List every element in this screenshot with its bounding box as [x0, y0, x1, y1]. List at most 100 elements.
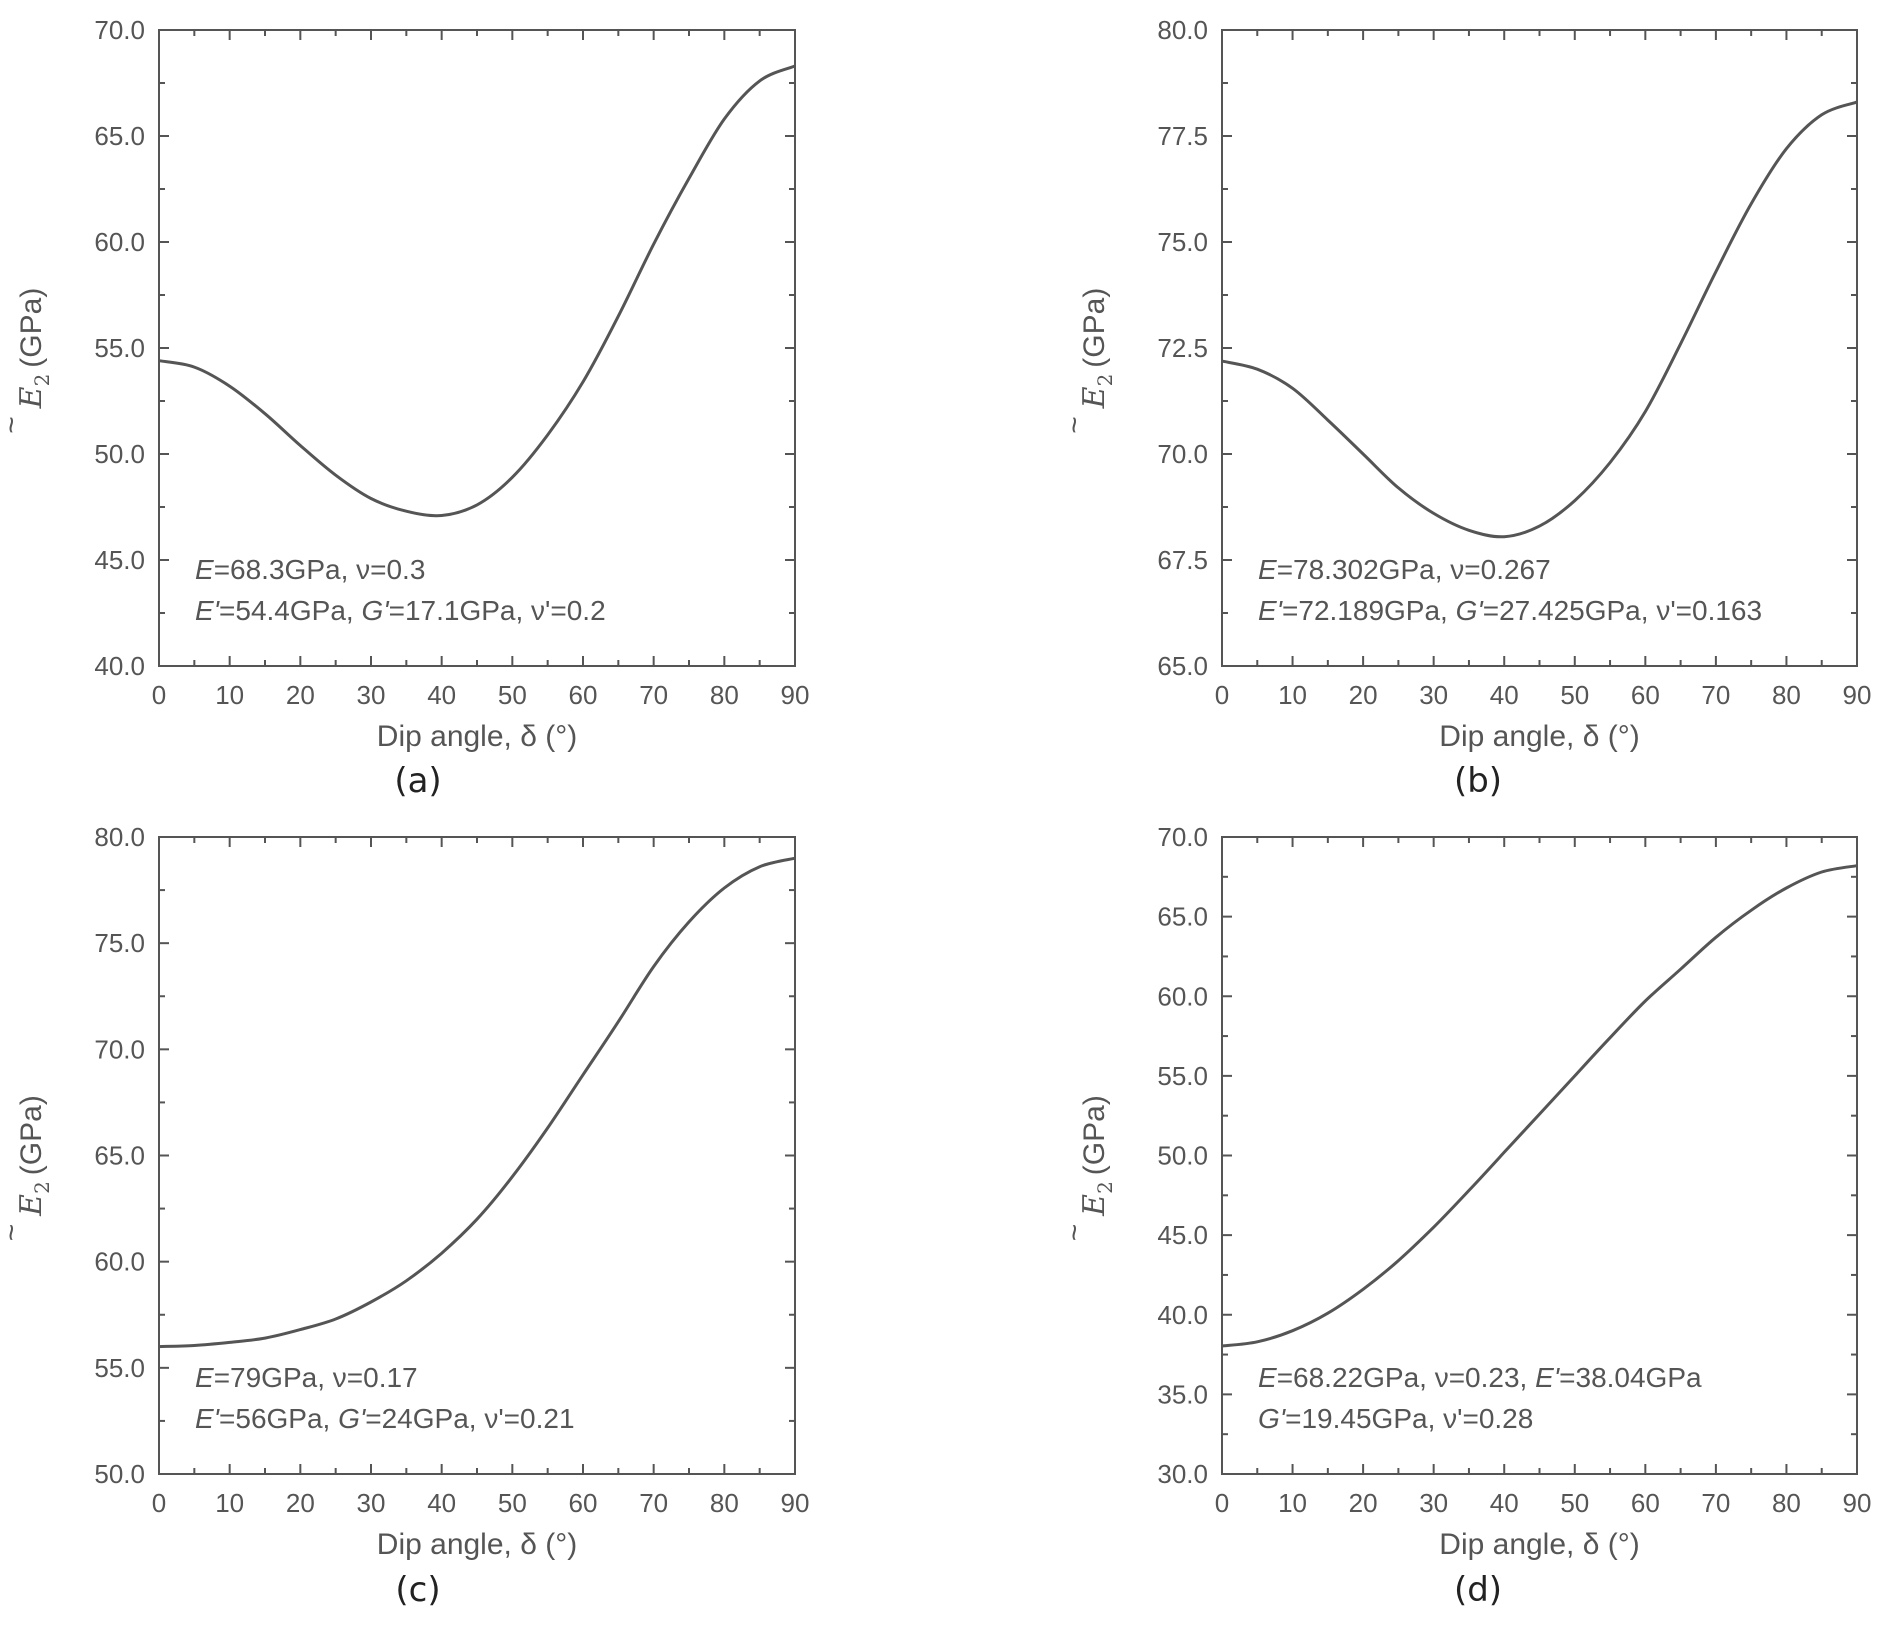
y-tick-label-d: 35.0: [1157, 1379, 1208, 1409]
y-tick-label-d: 65.0: [1157, 902, 1208, 932]
annotation-line-c: E'=56GPa, G'=24GPa, ν'=0.21: [195, 1403, 575, 1434]
y-axis-unit-c: (GPa): [15, 1095, 48, 1175]
x-tick-label-a: 0: [152, 680, 166, 710]
series-line-c: [158, 856, 796, 1349]
chart-c: 0 10 20 30 40 50 60 70 80 90 50.0 55.0 60.0 65.0 70.0 7…: [0, 822, 809, 1610]
y-tick-label-c: 70.0: [94, 1034, 145, 1064]
annotation-text: =54.4GPa,: [219, 595, 361, 626]
y-axis-tilde-a: ~: [0, 416, 28, 434]
x-tick-label-c: 90: [781, 1488, 810, 1518]
x-tick-label-a: 80: [710, 680, 739, 710]
y-tick-label-c: 75.0: [94, 928, 145, 958]
annotation-line-a: E'=54.4GPa, G'=17.1GPa, ν'=0.2: [195, 595, 606, 626]
x-tick-label-c: 30: [357, 1488, 386, 1518]
y-tick-label-d: 40.0: [1157, 1300, 1208, 1330]
annotation-line-c: E=79GPa, ν=0.17: [195, 1362, 418, 1393]
annotation-symbol: G': [1456, 595, 1485, 626]
y-axis-subscript-c: 2: [30, 1181, 54, 1194]
annotation-symbol: G': [1258, 1403, 1287, 1434]
x-tick-label-a: 60: [569, 680, 598, 710]
x-tick-label-b: 30: [1419, 680, 1448, 710]
series-line-b: [1221, 100, 1858, 539]
y-axis-tilde-b: ~: [1058, 416, 1091, 434]
y-tick-label-b: 70.0: [1157, 439, 1208, 469]
annotation-text: =72.189GPa,: [1282, 595, 1456, 626]
chart-b: 0 10 20 30 40 50 60 70 80 90 65.0 67.5 70.0 72.5 75.0 7…: [1058, 15, 1871, 801]
x-tick-label-c: 60: [569, 1488, 598, 1518]
y-axis-unit-b: (GPa): [1078, 288, 1111, 368]
y-axis-subscript-b: 2: [1093, 374, 1117, 387]
x-tick-label-d: 60: [1631, 1488, 1660, 1518]
x-tick-label-d: 30: [1419, 1488, 1448, 1518]
caption-c: (c): [395, 1570, 440, 1610]
y-axis-tilde-d: ~: [1058, 1224, 1091, 1242]
annotation-text: =38.04GPa: [1559, 1362, 1702, 1393]
annotation-symbol: E': [1258, 595, 1284, 626]
caption-a: (a): [394, 761, 441, 801]
y-axis-symbol-c: E: [14, 1194, 49, 1217]
x-tick-label-b: 0: [1215, 680, 1229, 710]
y-tick-label-d: 45.0: [1157, 1220, 1208, 1250]
y-tick-label-d: 60.0: [1157, 981, 1208, 1011]
caption-b: (b): [1454, 761, 1502, 801]
x-tick-label-d: 80: [1772, 1488, 1801, 1518]
y-tick-label-c: 50.0: [94, 1459, 145, 1489]
annotation-line-a: E=68.3GPa, ν=0.3: [195, 554, 425, 585]
y-axis-tilde-c: ~: [0, 1224, 28, 1242]
y-tick-label-d: 70.0: [1157, 822, 1208, 852]
x-tick-label-a: 90: [781, 680, 810, 710]
x-tick-label-b: 10: [1278, 680, 1307, 710]
x-tick-label-c: 20: [286, 1488, 315, 1518]
y-tick-label-b: 80.0: [1157, 15, 1208, 45]
annotation-text: =78.302GPa, ν=0.267: [1277, 554, 1551, 585]
x-tick-label-b: 80: [1772, 680, 1801, 710]
x-tick-label-d: 40: [1490, 1488, 1519, 1518]
y-axis-title-c: E2 (GPa): [14, 1095, 54, 1217]
x-tick-label-a: 30: [357, 680, 386, 710]
y-tick-label-d: 30.0: [1157, 1459, 1208, 1489]
annotation-symbol: E: [195, 1362, 214, 1393]
x-tick-label-d: 70: [1701, 1488, 1730, 1518]
x-tick-label-c: 50: [498, 1488, 527, 1518]
annotation-text: =24GPa, ν'=0.21: [365, 1403, 574, 1434]
y-tick-label-a: 40.0: [94, 651, 145, 681]
y-tick-label-c: 55.0: [94, 1353, 145, 1383]
y-tick-label-a: 60.0: [94, 227, 145, 257]
y-tick-label-b: 65.0: [1157, 651, 1208, 681]
x-tick-label-d: 10: [1278, 1488, 1307, 1518]
annotation-text: =27.425GPa, ν'=0.163: [1483, 595, 1762, 626]
y-tick-label-a: 50.0: [94, 439, 145, 469]
annotation-text: =56GPa,: [219, 1403, 338, 1434]
y-axis-title-d: E2 (GPa): [1077, 1095, 1117, 1217]
x-tick-label-a: 20: [286, 680, 315, 710]
annotation-line-b: E'=72.189GPa, G'=27.425GPa, ν'=0.163: [1258, 595, 1762, 626]
annotation-text: =19.45GPa, ν'=0.28: [1285, 1403, 1533, 1434]
annotation-line-b: E=78.302GPa, ν=0.267: [1258, 554, 1551, 585]
x-tick-label-c: 80: [710, 1488, 739, 1518]
annotation-symbol: E: [195, 554, 214, 585]
y-axis-subscript-d: 2: [1093, 1181, 1117, 1194]
y-axis-symbol-d: E: [1077, 1194, 1112, 1217]
x-tick-label-c: 10: [215, 1488, 244, 1518]
y-tick-label-b: 72.5: [1157, 333, 1208, 363]
annotation-text: =17.1GPa, ν'=0.2: [389, 595, 606, 626]
x-tick-label-c: 0: [152, 1488, 166, 1518]
x-tick-label-c: 70: [639, 1488, 668, 1518]
y-tick-label-c: 60.0: [94, 1247, 145, 1277]
y-tick-label-d: 50.0: [1157, 1141, 1208, 1171]
y-tick-label-b: 67.5: [1157, 545, 1208, 575]
x-tick-label-b: 60: [1631, 680, 1660, 710]
x-tick-label-b: 20: [1349, 680, 1378, 710]
series-line-d: [1221, 864, 1858, 1348]
x-tick-label-c: 40: [427, 1488, 456, 1518]
y-tick-label-b: 75.0: [1157, 227, 1208, 257]
x-tick-label-b: 70: [1701, 680, 1730, 710]
x-tick-label-d: 0: [1215, 1488, 1229, 1518]
chart-a: 0 10 20 30 40 50 60 70 80 90 40.0 45.0 50.0 55.0 60.0 6…: [0, 15, 809, 801]
y-tick-label-a: 65.0: [94, 121, 145, 151]
y-tick-label-c: 65.0: [94, 1141, 145, 1171]
annotation-symbol: E': [195, 1403, 221, 1434]
x-axis-title-a: Dip angle, δ (°): [377, 720, 577, 753]
x-tick-label-b: 50: [1560, 680, 1589, 710]
annotation-line-d: E=68.22GPa, ν=0.23, E'=38.04GPa: [1258, 1362, 1702, 1393]
